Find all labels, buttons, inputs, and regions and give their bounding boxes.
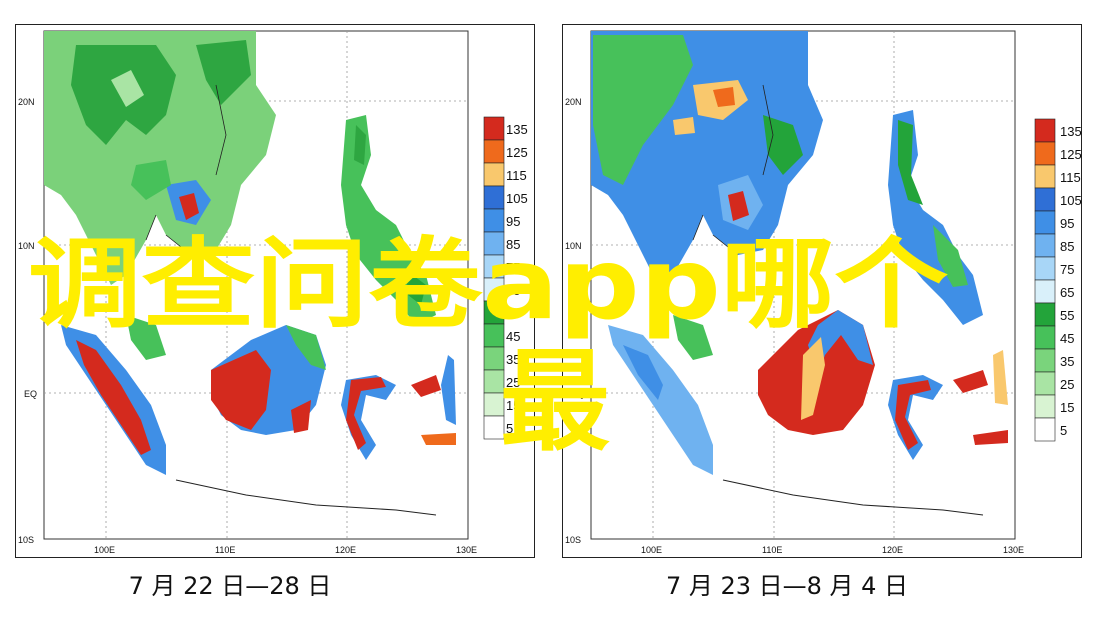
colorbar-label: 55 (1060, 308, 1074, 323)
colorbar-swatch (483, 254, 505, 279)
colorbar-label: 125 (506, 145, 528, 160)
colorbar-swatch (483, 208, 505, 233)
colorbar-left: 135 125 115 105 95 85 75 65 55 45 35 25 15 5 (483, 116, 528, 440)
lon-tick-110e: 110E (215, 545, 235, 555)
colorbar-label: 135 (506, 122, 528, 137)
lat-tick-eq: EQ (24, 389, 37, 399)
land-fill-sumatra (61, 315, 166, 475)
colorbar-label: 5 (1060, 423, 1067, 438)
colorbar-label: 55 (506, 306, 520, 321)
lon-tick-120e: 120E (335, 545, 356, 555)
colorbar-label: 65 (506, 283, 520, 298)
colorbar-label: 85 (1060, 239, 1074, 254)
colorbar-swatch (483, 231, 505, 256)
colorbar-swatch (1034, 233, 1056, 258)
land-fill-sumatra (608, 315, 713, 475)
colorbar-swatch (1034, 256, 1056, 281)
colorbar-swatch (483, 300, 505, 325)
lon-tick-120e: 120E (882, 545, 903, 555)
colorbar-swatch (1034, 348, 1056, 373)
colorbar-label: 85 (506, 237, 520, 252)
coastline-java (175, 479, 437, 516)
lat-tick-10n: 10N (565, 241, 582, 251)
colorbar-swatch (1034, 394, 1056, 419)
colorbar-swatch (483, 415, 505, 440)
colorbar-label: 105 (1060, 193, 1082, 208)
colorbar-swatch (1034, 187, 1056, 212)
colorbar-swatch (483, 277, 505, 302)
colorbar-label: 135 (1060, 124, 1082, 139)
colorbar-swatch (483, 392, 505, 417)
land-fill-borneo (211, 325, 326, 435)
colorbar-label: 15 (506, 398, 520, 413)
colorbar-swatch (1034, 417, 1056, 442)
lon-tick-110e: 110E (762, 545, 782, 555)
colorbar-label: 25 (506, 375, 520, 390)
colorbar-swatch (1034, 371, 1056, 396)
colorbar-swatch (1034, 141, 1056, 166)
colorbar-label: 15 (1060, 400, 1074, 415)
colorbar-swatch (483, 139, 505, 164)
colorbar-swatch (483, 346, 505, 371)
colorbar-swatch (1034, 164, 1056, 189)
land-fill-philippines (341, 115, 436, 325)
lat-tick-20n: 20N (18, 97, 35, 107)
colorbar-swatch (483, 323, 505, 348)
country-borders (692, 84, 774, 256)
colorbar-label: 105 (506, 191, 528, 206)
lat-tick-10s: 10S (565, 535, 581, 545)
lat-tick-10s: 10S (18, 535, 34, 545)
precipitation-map-right: 20N 10N EQ 10S 100E 110E 120E 130E 135 12… (565, 30, 1082, 555)
colorbar-label: 5 (506, 421, 513, 436)
lat-tick-20n: 20N (565, 97, 582, 107)
lat-tick-10n: 10N (18, 241, 35, 251)
colorbar-label: 125 (1060, 147, 1082, 162)
colorbar-swatch (483, 185, 505, 210)
caption-date-range-right: 7 月 23 日—8 月 4 日 (665, 572, 909, 600)
colorbar-label: 75 (1060, 262, 1074, 277)
lon-tick-100e: 100E (641, 545, 662, 555)
land-fill-indochina (44, 31, 276, 285)
colorbar-label: 45 (506, 329, 520, 344)
colorbar-right: 135 125 115 105 95 85 75 65 55 45 35 25 15 5 (1034, 118, 1082, 442)
colorbar-swatch (483, 116, 505, 141)
colorbar-swatch (1034, 118, 1056, 143)
colorbar-label: 115 (506, 168, 527, 183)
land-fill-borneo (758, 310, 875, 435)
caption-date-range-left: 7 月 22 日—28 日 (128, 572, 332, 600)
colorbar-label: 115 (1060, 170, 1081, 185)
colorbar-swatch (1034, 325, 1056, 350)
lon-tick-100e: 100E (94, 545, 115, 555)
colorbar-swatch (1034, 302, 1056, 327)
colorbar-swatch (1034, 279, 1056, 304)
colorbar-label: 35 (506, 352, 520, 367)
colorbar-label: 75 (506, 260, 520, 275)
land-fill-philippines (888, 110, 983, 325)
colorbar-swatch (483, 162, 505, 187)
map-panel-left: 20N 10N EQ 10S 100E 110E 120E 130E 135 12… (15, 24, 535, 558)
land-fill-sulawesi (341, 355, 456, 460)
lon-tick-130e: 130E (1003, 545, 1024, 555)
colorbar-swatch (1034, 210, 1056, 235)
lon-tick-130e: 130E (456, 545, 477, 555)
colorbar-label: 95 (506, 214, 520, 229)
coastline-java (722, 479, 984, 516)
lat-tick-eq: EQ (571, 389, 584, 399)
precipitation-map-left: 20N 10N EQ 10S 100E 110E 120E 130E 135 12… (18, 30, 528, 555)
colorbar-label: 45 (1060, 331, 1074, 346)
land-fill-sulawesi (888, 350, 1008, 460)
colorbar-label: 95 (1060, 216, 1074, 231)
colorbar-label: 25 (1060, 377, 1074, 392)
map-panel-right: 20N 10N EQ 10S 100E 110E 120E 130E 135 12… (562, 24, 1082, 558)
colorbar-label: 35 (1060, 354, 1074, 369)
country-borders (145, 84, 227, 256)
colorbar-label: 65 (1060, 285, 1074, 300)
colorbar-swatch (483, 369, 505, 394)
